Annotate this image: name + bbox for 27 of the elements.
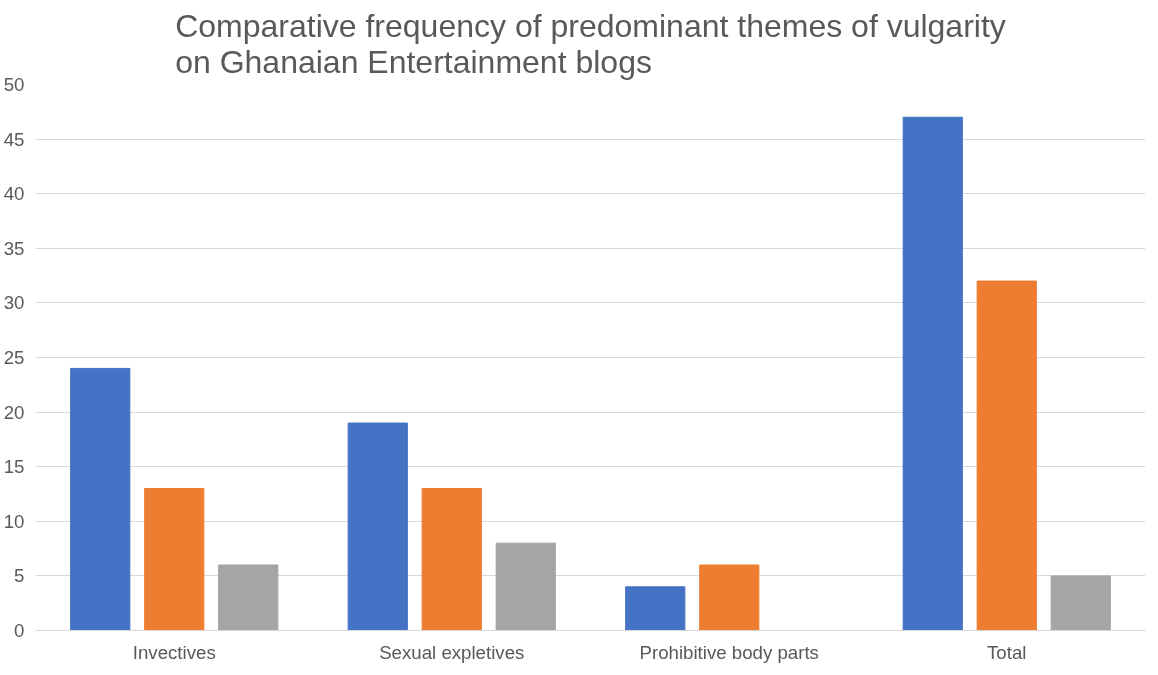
y-tick-label: 5 <box>14 565 25 587</box>
y-tick-label: 40 <box>3 183 25 205</box>
bar <box>976 280 1037 631</box>
x-tick-label: Total <box>987 641 1027 663</box>
bar <box>625 586 686 631</box>
y-tick-label: 20 <box>3 401 25 423</box>
y-tick-label: 35 <box>3 237 25 259</box>
bar <box>1050 575 1111 631</box>
y-tick-label: 15 <box>3 456 25 478</box>
chart-title: Comparative frequency of predominant themes of vulgarity on Ghanaian Entertainment blogs <box>175 7 1006 80</box>
bar <box>144 488 205 631</box>
bar <box>421 488 482 631</box>
x-tick-label: Prohibitive body parts <box>639 641 819 663</box>
bar <box>347 422 408 631</box>
y-tick-label: 45 <box>3 128 25 150</box>
x-tick-label: Invectives <box>132 641 216 663</box>
bar <box>218 564 279 631</box>
y-tick-label: 30 <box>3 292 25 314</box>
bar <box>495 542 556 631</box>
y-tick-label: 10 <box>3 510 25 532</box>
y-tick-label: 25 <box>3 347 25 368</box>
y-tick-label: 0 <box>14 620 25 641</box>
x-tick-label: Sexual expletives <box>379 641 525 663</box>
y-tick-label: 50 <box>3 74 25 95</box>
bar <box>70 367 131 631</box>
bar <box>902 116 963 631</box>
bar <box>699 564 760 631</box>
